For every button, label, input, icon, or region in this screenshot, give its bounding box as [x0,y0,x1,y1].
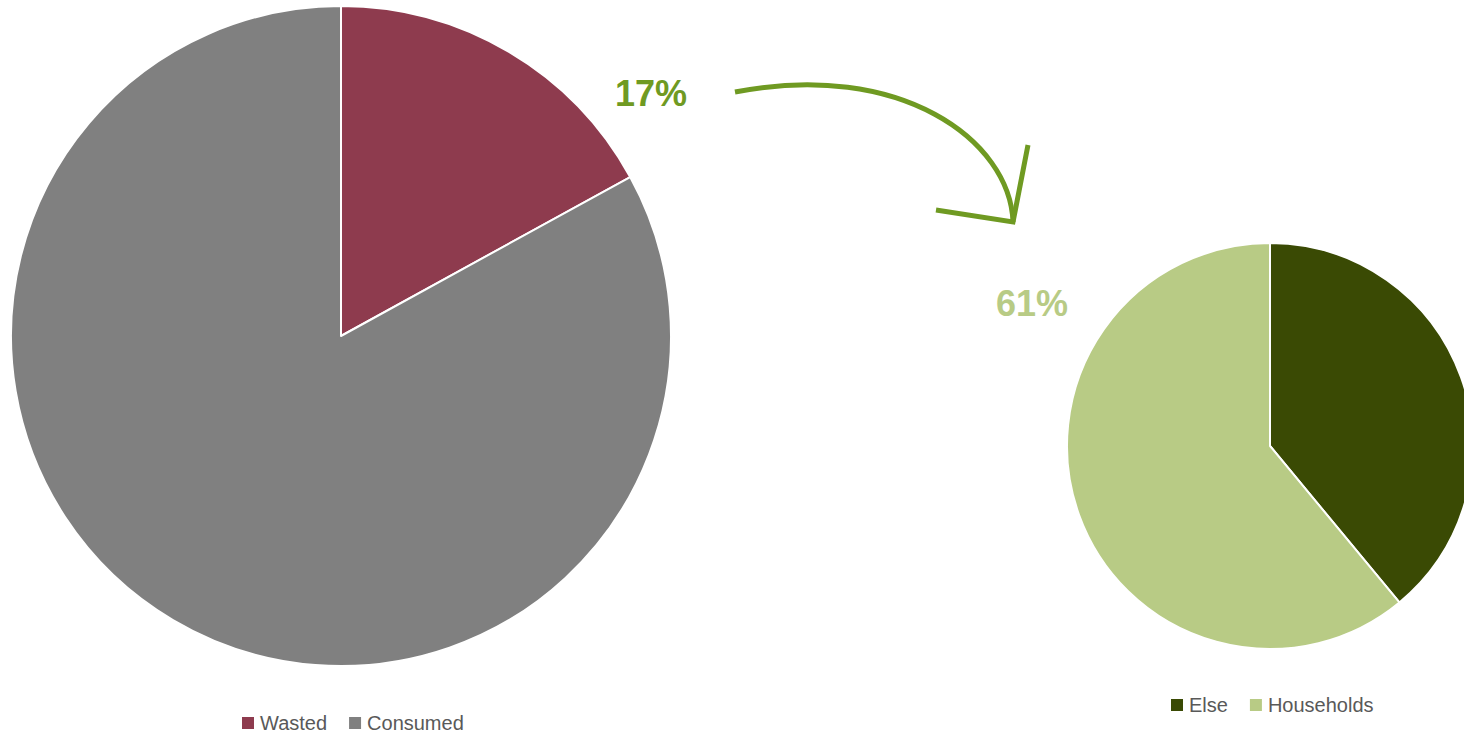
svg-text:Else: Else [1189,694,1228,716]
svg-text:17%: 17% [615,73,687,114]
svg-text:Households: Households [1268,694,1374,716]
svg-text:61%: 61% [996,283,1068,324]
svg-text:Consumed: Consumed [367,712,464,734]
svg-text:Wasted: Wasted [260,712,327,734]
